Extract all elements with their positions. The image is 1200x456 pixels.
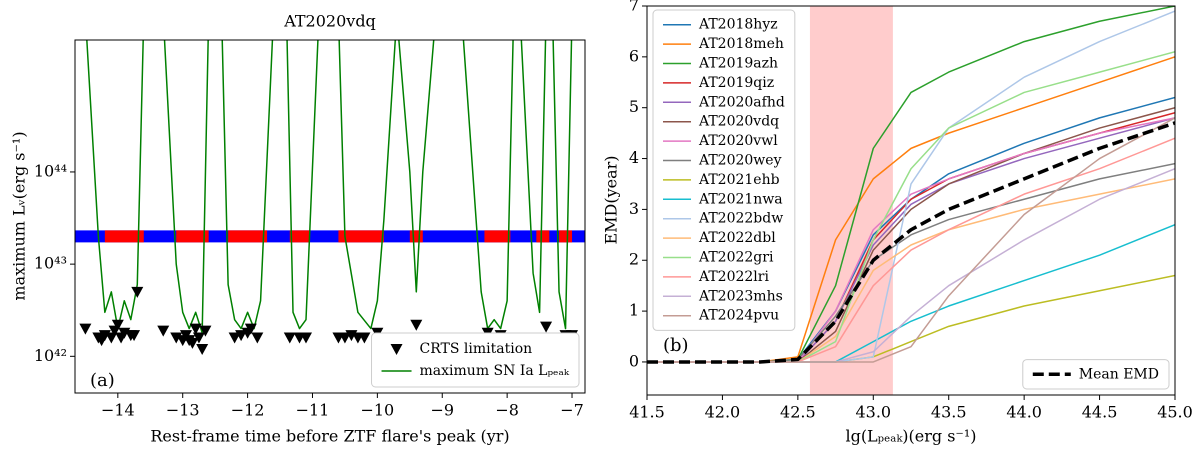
legend-label: AT2022dbl [698,230,776,246]
x-tick-label: 44.0 [1006,403,1042,422]
plot-area [75,40,585,356]
marker [186,337,199,349]
band-segment [176,230,209,243]
y-axis-label: maximum Lᵥ(erg s⁻¹) [10,131,29,300]
marker [189,323,202,335]
marker [235,330,248,342]
marker [283,332,296,344]
x-axis-label: Rest-frame time before ZTF flare's peak … [150,427,509,446]
legend-label: AT2019azh [698,56,778,72]
plot-area [647,6,1175,395]
legend-box [652,9,796,331]
marker [199,325,212,337]
y-tick-label: 6 [629,46,639,65]
legend-label: AT2018meh [698,36,784,52]
axes-frame [646,5,1176,396]
legend-label: AT2020vdq [698,114,779,130]
x-tick-label: −14 [101,401,135,420]
marker [111,319,124,331]
marker [358,332,371,344]
legend-label: AT2024pvu [698,308,779,324]
y-tick-label: 10⁴³ [34,254,67,273]
legend-box [371,332,580,388]
band-segment [536,230,550,243]
y-tick-label: 2 [629,250,639,269]
marker [79,323,92,335]
x-tick-label: −13 [166,401,200,420]
marker [251,332,264,344]
panel-label: (a) [90,370,115,391]
x-tick-label: −10 [360,401,394,420]
marker [196,344,209,356]
legend-label: AT2019qiz [698,75,774,91]
series-line [86,40,573,334]
x-tick-label: 42.5 [780,403,816,422]
legend-label: AT2020afhd [698,94,785,110]
y-axis-label: EMD(year) [602,155,621,244]
marker [299,332,312,344]
band-segment [409,230,423,243]
marker [157,325,170,337]
legend: CRTS limitation maximum SN Ia Lₚₑₐₖ [371,332,580,388]
legend-label: AT2021nwa [698,191,783,207]
x-tick-label: 43.5 [931,403,967,422]
legend: AT2018hyz AT2018meh AT2019azh AT2019qiz AT20… [652,9,796,331]
y-tick-label: 3 [629,199,639,218]
y-tick-label: 5 [629,97,639,116]
y-tick-label: 10⁴⁴ [34,161,67,180]
legend-label: AT2020vwl [698,133,778,149]
marker [131,286,144,298]
legend-label: AT2021ehb [698,172,780,188]
legend-marker [390,344,403,355]
marker [228,332,241,344]
y-tick-label: 10⁴² [34,346,67,365]
marker [540,321,553,333]
legend-label: AT2018hyz [698,17,778,33]
panel-label: (b) [663,335,689,356]
legend-label: AT2020wey [698,153,782,169]
band-segment [484,230,511,243]
legend-label: AT2022bdw [698,211,783,227]
x-tick-label: −8 [495,401,519,420]
legend-label: maximum SN Ia Lₚₑₐₖ [420,363,570,379]
x-tick-label: 43.0 [855,403,891,422]
x-tick-label: 45.0 [1157,403,1193,422]
legend-label: AT2023mhs [698,288,783,304]
y-tick-label: 7 [629,0,639,15]
x-tick-label: −9 [430,401,454,420]
legend-label: AT2022lri [698,269,769,285]
x-tick-label: 42.0 [705,403,741,422]
x-tick-label: −12 [231,401,265,420]
band-segment [338,230,384,243]
marker [128,330,141,342]
y-tick-label: 1 [629,301,639,320]
x-tick-label: 41.5 [629,403,665,422]
marker [410,319,423,331]
band-segment [104,230,144,243]
band-segment [228,230,268,243]
x-axis-label: lg(Lₚₑₐₖ)(erg s⁻¹) [845,427,976,446]
y-tick-label: 0 [629,351,639,370]
x-tick-label: −11 [296,401,330,420]
legend-box [1022,359,1170,390]
y-tick-label: 4 [629,148,639,167]
series-line [647,121,1175,364]
marker [244,323,257,335]
band-segment [559,230,573,243]
legend: Mean EMD [1022,359,1170,390]
marker [338,332,351,344]
marker [192,332,205,344]
x-tick-label: 44.5 [1082,403,1118,422]
band-segment [289,230,310,243]
legend-label: Mean EMD [1079,366,1159,382]
legend-label: AT2022gri [698,250,774,266]
x-tick-label: −7 [560,401,584,420]
axes-frame [74,39,586,394]
legend-label: CRTS limitation [420,341,533,357]
chart-title: AT2020vdq [283,12,376,31]
